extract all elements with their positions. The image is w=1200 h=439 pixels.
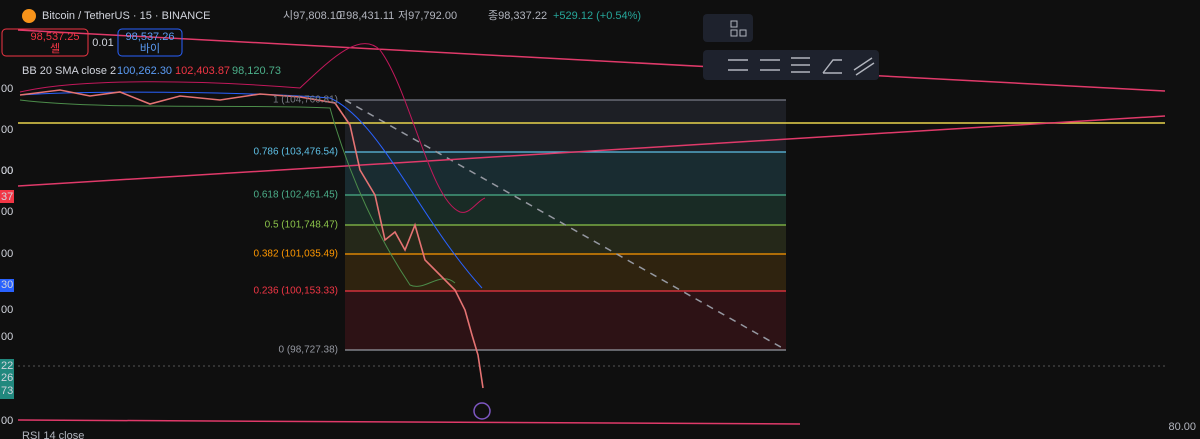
- axis-label: 00: [1, 304, 13, 316]
- bb-basis: [19, 91, 483, 289]
- fib-label: 0.618 (102,461.45): [253, 190, 338, 201]
- axis-label: 22: [1, 360, 13, 372]
- fib-label: 0.5 (101,748.47): [265, 220, 338, 231]
- axis-label: 00: [1, 83, 13, 95]
- axis-label: 00: [1, 331, 13, 343]
- fib-label: 0.236 (100,153.33): [253, 286, 338, 297]
- layout-icon: [739, 29, 747, 37]
- axis-label: 00: [1, 124, 13, 136]
- buy-label: 바이: [140, 42, 160, 55]
- fib-trend-line: [344, 99, 787, 351]
- axis-label: 30: [1, 279, 13, 291]
- layout-icon[interactable]: [730, 20, 738, 28]
- axis-tag: [0, 279, 14, 292]
- trend-line: [17, 419, 801, 425]
- ohlc-high: 고98,431.11: [336, 10, 394, 22]
- axis-label: 26: [1, 372, 13, 384]
- axis-label: 00: [1, 206, 13, 218]
- indicator-name: BB 20 SMA close 2: [22, 65, 116, 77]
- rsi-name: RSI 14 close: [22, 430, 84, 439]
- price-path: [19, 89, 484, 389]
- buy-button[interactable]: [117, 28, 183, 57]
- bb-upper-value: 102,403.87: [175, 65, 230, 77]
- axis-label: 00: [1, 415, 13, 427]
- sell-label: 셀: [50, 42, 60, 55]
- axis-label: 00: [1, 165, 13, 177]
- rsi-level: 80.00: [1168, 421, 1196, 433]
- ohlc-low: 저97,792.00: [398, 9, 457, 22]
- fib-label: 0.382 (101,035.49): [253, 249, 338, 260]
- buy-price: 98,537.26: [126, 31, 175, 43]
- fib-label: 1 (104,769.81): [273, 95, 338, 106]
- ohlc-change: +529.12 (+0.54%): [553, 10, 641, 22]
- sell-button[interactable]: [1, 28, 89, 57]
- alert-icon[interactable]: [473, 402, 491, 420]
- axis-label: 00: [1, 248, 13, 260]
- symbol: Bitcoin / TetherUS · 15 · BINANCE: [42, 10, 211, 22]
- fib-label: 0 (98,727.38): [279, 345, 339, 356]
- bb-lower-value: 98,120.73: [232, 65, 281, 77]
- drawing-tools[interactable]: [728, 57, 875, 76]
- layout-icon: [730, 29, 738, 37]
- axis-label: 00: [1, 165, 13, 177]
- trend-line: [17, 115, 1166, 187]
- ohlc-open: 시97,808.10: [283, 10, 342, 22]
- symbol-icon: [22, 9, 36, 23]
- axis-label: 37: [1, 191, 13, 203]
- axis-tag: [0, 190, 14, 203]
- fib-label: 0.786 (103,476.54): [253, 147, 338, 158]
- quantity[interactable]: 0.01: [92, 37, 113, 49]
- sell-price: 98,537.25: [31, 31, 80, 43]
- bb-lower: [19, 99, 456, 287]
- trend-line: [17, 29, 1166, 92]
- bb-upper: [19, 43, 486, 213]
- axis-tag: [0, 359, 14, 399]
- toolbar-small[interactable]: [703, 14, 753, 42]
- axis-label: 73: [1, 385, 13, 397]
- bb-basis-value: 100,262.30: [117, 65, 172, 77]
- ohlc-close: 종98,337.22: [488, 10, 547, 22]
